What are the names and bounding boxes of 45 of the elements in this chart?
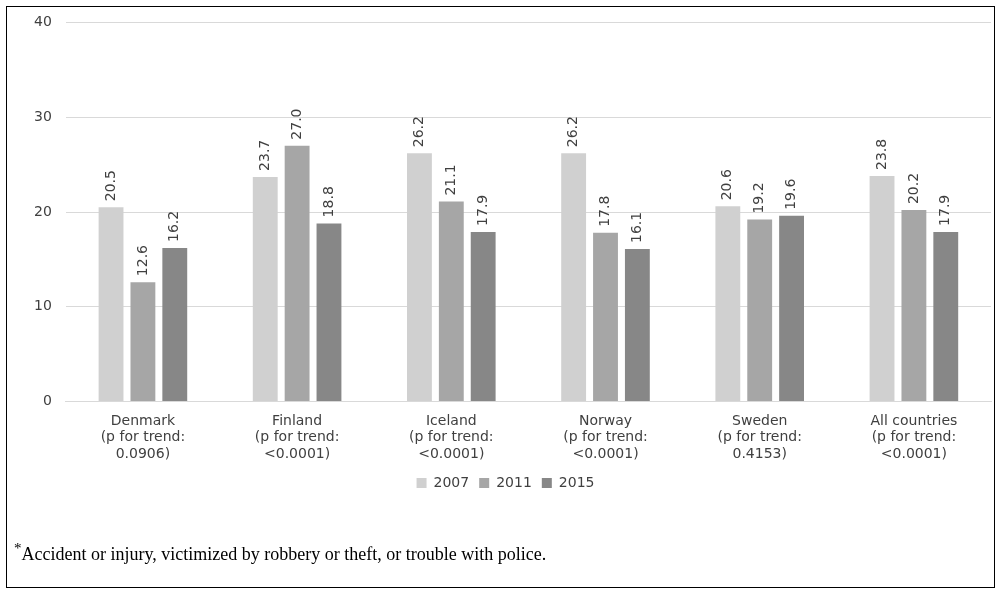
bar (284, 145, 310, 402)
bar (438, 201, 464, 402)
data-label: 23.7 (255, 139, 272, 171)
data-label: 12.6 (133, 244, 150, 277)
bar (162, 248, 188, 402)
data-label: 23.8 (872, 138, 889, 170)
y-tick-label: 40 (33, 13, 52, 30)
bar (130, 282, 156, 402)
y-tick-label: 30 (33, 107, 52, 124)
bar (593, 232, 618, 402)
y-tick-label: 0 (42, 392, 52, 409)
data-label: 20.5 (101, 170, 118, 202)
data-label: 26.2 (410, 116, 427, 148)
data-label: 26.2 (564, 116, 581, 148)
data-label: 16.2 (165, 210, 182, 243)
bar (747, 219, 773, 402)
bar (901, 210, 927, 402)
bar (470, 231, 496, 402)
bar (316, 223, 342, 402)
y-tick-label: 20 (33, 202, 52, 219)
x-tick-label: Sweden (p for trend: 0.4153) (717, 411, 802, 462)
data-label: 17.9 (936, 194, 953, 226)
data-label: 17.8 (596, 195, 613, 227)
x-tick-label: Denmark (p for trend: 0.0906) (100, 411, 186, 462)
x-tick-label: Finland (p for trend: <0.0001) (254, 411, 340, 462)
bar (933, 231, 959, 402)
legend-label: 2007 (433, 473, 470, 490)
legend-label: 2011 (496, 473, 532, 490)
legend-label: 2015 (558, 473, 595, 490)
x-tick-label: All countries (p for trend: <0.0001) (870, 411, 958, 462)
text: $^{*}$Accident or injury, victimized by robbery or theft, or trouble with police. (14, 540, 547, 565)
data-label: 18.8 (319, 186, 336, 218)
data-label: 21.1 (441, 164, 458, 196)
bar (624, 248, 650, 402)
x-tick-label: Iceland (p for trend: <0.0001) (409, 411, 494, 462)
y-tick-label: 10 (33, 297, 52, 314)
data-label: 19.6 (782, 178, 799, 210)
data-label: 27.0 (287, 108, 304, 140)
data-label: 20.2 (904, 172, 921, 205)
x-tick-label: Norway (p for trend: <0.0001) (563, 411, 648, 462)
data-label: 19.2 (750, 182, 767, 214)
data-label: 17.9 (473, 194, 490, 226)
bar (779, 215, 804, 402)
data-label: 20.6 (718, 169, 735, 201)
data-label: 16.1 (628, 211, 645, 243)
